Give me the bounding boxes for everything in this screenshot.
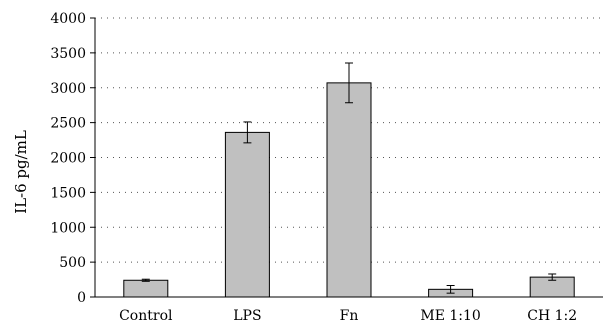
- y-tick-label: 1500: [50, 185, 86, 201]
- y-tick-label: 1000: [50, 220, 86, 236]
- axes: [90, 17, 603, 298]
- gridlines: [95, 17, 603, 263]
- y-tick-label: 2000: [50, 151, 86, 167]
- labels: 0 500 1000 1500 2000 2500 3000 3500 4000 Control L…: [50, 11, 577, 324]
- bar-control: [123, 279, 169, 298]
- x-category-label: ME 1:10: [420, 308, 480, 324]
- y-axis-title: IL-6 pg/mL: [12, 130, 30, 214]
- y-tick-label: 0: [77, 290, 86, 306]
- error-bars: [141, 62, 557, 294]
- y-tick-label: 3500: [50, 46, 86, 62]
- y-tick-label: 3000: [50, 81, 86, 97]
- x-category-label: CH 1:2: [527, 308, 577, 324]
- bar-fn: [326, 82, 372, 298]
- x-category-label: LPS: [233, 308, 261, 324]
- x-category-label: Fn: [340, 308, 359, 324]
- bars: [123, 82, 575, 298]
- y-tick-label: 2500: [50, 116, 86, 132]
- bar-lps: [224, 131, 270, 298]
- y-tick-label: 4000: [50, 11, 86, 27]
- y-tick-label: 500: [59, 255, 86, 271]
- x-category-label: Control: [119, 308, 173, 324]
